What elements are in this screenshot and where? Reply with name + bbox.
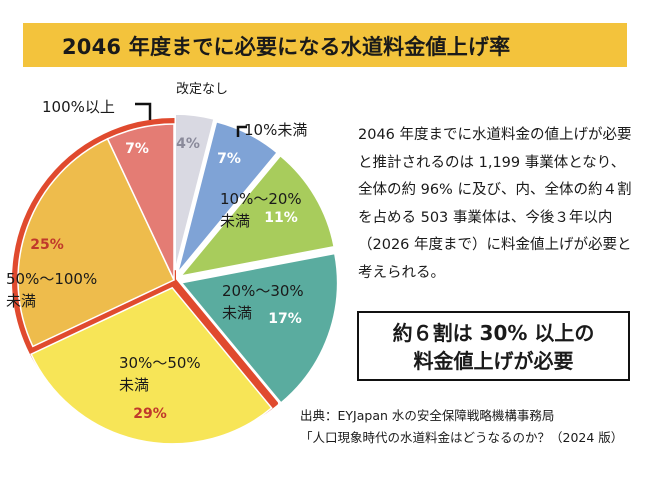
highlight-text: 約６割は 30% 以上の 料金値上げが必要 [359, 319, 628, 375]
slice-category-label: 未満 [222, 304, 252, 322]
slice-percent-label: 25% [30, 237, 64, 253]
slice-category-label: 未満 [119, 376, 149, 394]
callout-100-percent [135, 102, 152, 120]
slice-percent-label: 7% [125, 141, 149, 157]
slice-percent-label: 7% [217, 151, 241, 167]
slice-percent-label: 29% [133, 406, 167, 422]
pie-slice [174, 113, 215, 271]
pie-slice [106, 123, 175, 281]
description-text: 2046 年度までに水道料金の値上げが必要と推計されるのは 1,199 事業体と… [358, 127, 632, 281]
slice-category-label: 30%〜50% [119, 354, 201, 372]
source-line-2: 「人口現象時代の水道料金はどうなるのか？（2024 版） [300, 430, 624, 445]
title-banner [23, 23, 627, 67]
pie-slice [180, 252, 339, 404]
slice-category-label: 20%〜30% [222, 282, 304, 300]
source-note: 出典：EYJapan 水の安全保障戦略機構事務局 「人口現象時代の水道料金はどう… [300, 405, 640, 449]
pie-slice [30, 286, 273, 445]
slice-percent-label: 4% [176, 136, 200, 152]
slice-percent-label: 17% [268, 311, 302, 327]
slice-category-label: 未満 [220, 212, 250, 230]
slice-category-label: 100%以上 [42, 98, 115, 116]
slice-category-label: 10%未満 [244, 121, 307, 139]
slice-category-label: 未満 [6, 292, 36, 310]
pie-slice [176, 120, 279, 274]
pie-slice [17, 137, 175, 348]
slice-category-label: 10%〜20% [220, 190, 302, 208]
highlight-line-1: 約６割は 30% 以上の [392, 321, 595, 345]
pie-slice [178, 154, 335, 278]
slice-percent-label: 11% [264, 210, 298, 226]
highlight-line-2: 料金値上げが必要 [413, 349, 574, 373]
slice-category-label: 50%〜100% [6, 270, 97, 288]
chart-title: 2046 年度までに必要になる水道料金値上げ率 [62, 35, 511, 59]
source-line-1: 出典：EYJapan 水の安全保障戦略機構事務局 [300, 408, 555, 423]
slice-category-label: 改定なし [176, 82, 228, 97]
highlight-box: 約６割は 30% 以上の 料金値上げが必要 [357, 311, 630, 381]
callout-under-10 [236, 125, 247, 137]
